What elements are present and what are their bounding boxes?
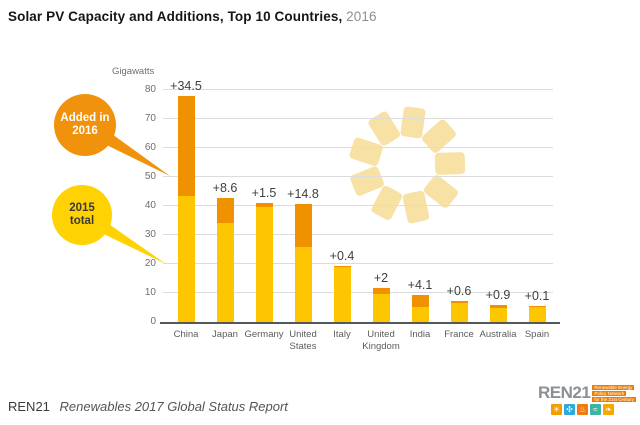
bar-added-2016-india xyxy=(411,295,429,308)
bar-value-label-japan: +8.6 xyxy=(212,180,238,195)
plot-area: +34.5 +8.6 +1.5 +14.8 +0.4 +2 +4.1 +0.6 +0.9 +0.1 xyxy=(163,79,553,322)
ren21-logo: REN21 Renewable Energy Policy Network fo… xyxy=(538,384,638,415)
source-brand: REN21 xyxy=(8,399,50,414)
bar-added-2016-china xyxy=(177,95,195,196)
category-label-japan: Japan xyxy=(212,329,238,340)
gridline-20 xyxy=(163,263,553,264)
category-label-italy: Italy xyxy=(333,329,351,340)
bar-2015-total-japan xyxy=(216,222,234,322)
ren21-icon-row: ☀ ✣ ♨ ≈ ❧ xyxy=(551,404,638,415)
ytick-label-70: 70 xyxy=(144,113,156,124)
category-label-india: India xyxy=(409,329,431,340)
added-callout-pointer xyxy=(106,134,170,176)
bar-value-label-united-kingdom: +2 xyxy=(373,271,389,286)
bar-added-2016-united-states xyxy=(294,203,312,247)
category-label-united-states: United States xyxy=(289,329,317,352)
legend-callout-2015-total: 2015 total xyxy=(52,185,112,245)
ren21-tagline-line2: Policy Network xyxy=(592,391,627,396)
y-axis-unit-label: Gigawatts xyxy=(112,66,155,77)
source-caption: REN21 Renewables 2017 Global Status Repo… xyxy=(8,399,288,414)
page-title: Solar PV Capacity and Additions, Top 10 … xyxy=(8,9,377,24)
bar-value-label-china: +34.5 xyxy=(170,78,202,93)
bar-value-label-germany: +1.5 xyxy=(251,185,277,200)
bar-value-label-australia: +0.9 xyxy=(485,287,511,302)
ren21-tagline-line1: Renewable Energy xyxy=(592,385,635,390)
bar-added-2016-united-kingdom xyxy=(372,288,390,294)
ytick-label-20: 20 xyxy=(144,258,156,269)
sun-watermark-icon xyxy=(349,106,466,224)
ytick-label-40: 40 xyxy=(144,200,156,211)
bar-2015-total-united-states xyxy=(294,246,312,322)
bar-value-label-united-states: +14.8 xyxy=(287,186,319,201)
geothermal-icon: ♨ xyxy=(577,404,588,415)
legend-total-line1: 2015 xyxy=(69,202,95,215)
bioenergy-icon: ❧ xyxy=(603,404,614,415)
bar-value-label-india: +4.1 xyxy=(407,278,433,293)
bar-added-2016-italy xyxy=(333,266,351,268)
bar-2015-total-australia xyxy=(489,307,507,322)
bar-added-2016-france xyxy=(450,301,468,303)
legend-total-line2: total xyxy=(69,215,95,227)
bar-added-2016-australia xyxy=(489,304,507,308)
bar-2015-total-germany xyxy=(255,206,273,322)
category-label-germany: Germany xyxy=(244,329,284,340)
category-label-spain: Spain xyxy=(524,329,550,340)
ocean-icon: ≈ xyxy=(590,404,601,415)
bar-value-label-italy: +0.4 xyxy=(329,249,355,264)
gridline-10 xyxy=(163,292,553,293)
bar-2015-total-india xyxy=(411,307,429,322)
ren21-tagline: Renewable Energy Policy Network for the … xyxy=(592,385,636,403)
gridline-30 xyxy=(163,234,553,235)
bar-added-2016-germany xyxy=(255,202,273,207)
gridline-70 xyxy=(163,118,553,119)
bar-value-label-spain: +0.1 xyxy=(524,289,550,304)
source-report-title: Renewables 2017 Global Status Report xyxy=(59,399,288,414)
ren21-tagline-line3: for the 21st Century xyxy=(592,397,636,402)
x-axis-line xyxy=(160,322,560,324)
bar-2015-total-france xyxy=(450,302,468,322)
category-label-france: France xyxy=(444,329,474,340)
category-label-united-kingdom: United Kingdom xyxy=(362,329,400,352)
title-text: Solar PV Capacity and Additions, Top 10 … xyxy=(8,9,343,24)
gridline-60 xyxy=(163,147,553,148)
gridline-80 xyxy=(163,89,553,90)
ytick-label-60: 60 xyxy=(144,142,156,153)
sun-icon: ☀ xyxy=(551,404,562,415)
bar-2015-total-china xyxy=(177,195,195,322)
total-callout-pointer xyxy=(104,224,166,264)
ytick-label-10: 10 xyxy=(144,287,156,298)
ren21-logo-text: REN21 xyxy=(538,383,591,402)
bar-value-label-france: +0.6 xyxy=(446,284,472,299)
legend-callout-added-2016: Added in 2016 xyxy=(54,94,116,156)
bar-added-2016-japan xyxy=(216,197,234,223)
category-label-australia: Australia xyxy=(479,329,517,340)
wind-icon: ✣ xyxy=(564,404,575,415)
ytick-label-0: 0 xyxy=(150,316,156,327)
bar-2015-total-spain xyxy=(528,306,546,322)
gridline-40 xyxy=(163,205,553,206)
gridline-50 xyxy=(163,176,553,177)
legend-added-line1: Added in xyxy=(60,112,110,125)
ytick-label-30: 30 xyxy=(144,229,156,240)
bar-2015-total-united-kingdom xyxy=(372,293,390,322)
legend-added-line2: 2016 xyxy=(72,125,98,137)
bar-2015-total-italy xyxy=(333,267,351,322)
category-label-china: China xyxy=(173,329,199,340)
ytick-label-80: 80 xyxy=(144,84,156,95)
title-year: 2016 xyxy=(346,9,377,24)
ytick-label-50: 50 xyxy=(144,171,156,182)
